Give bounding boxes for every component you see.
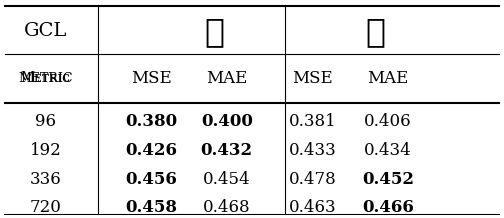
Text: 0.463: 0.463 [289,199,336,216]
Text: 0.381: 0.381 [289,113,336,130]
Text: MAE: MAE [367,70,409,87]
Text: GCL: GCL [24,22,67,40]
Text: 0.433: 0.433 [289,142,336,159]
Text: ✓: ✓ [204,15,224,48]
Text: 0.432: 0.432 [201,142,253,159]
Text: 0.458: 0.458 [125,199,177,216]
Text: 0.478: 0.478 [289,171,336,188]
Text: 0.406: 0.406 [364,113,412,130]
Text: MSE: MSE [292,70,333,87]
Text: Mᴇᴛʀɪᴄ: Mᴇᴛʀɪᴄ [21,72,70,85]
Text: 720: 720 [29,199,61,216]
Text: 0.452: 0.452 [362,171,414,188]
Text: 0.466: 0.466 [362,199,414,216]
Text: 96: 96 [35,113,56,130]
Text: 0.434: 0.434 [364,142,412,159]
Text: 0.380: 0.380 [125,113,177,130]
Text: 0.426: 0.426 [125,142,177,159]
Text: 336: 336 [30,171,61,188]
Text: 0.400: 0.400 [201,113,253,130]
Text: 0.454: 0.454 [203,171,250,188]
Text: 0.468: 0.468 [203,199,250,216]
Text: METRIC: METRIC [18,72,73,85]
Text: MAE: MAE [206,70,247,87]
Text: MSE: MSE [131,70,171,87]
Text: 0.456: 0.456 [125,171,177,188]
Text: ✗: ✗ [365,15,386,48]
Text: 192: 192 [30,142,61,159]
